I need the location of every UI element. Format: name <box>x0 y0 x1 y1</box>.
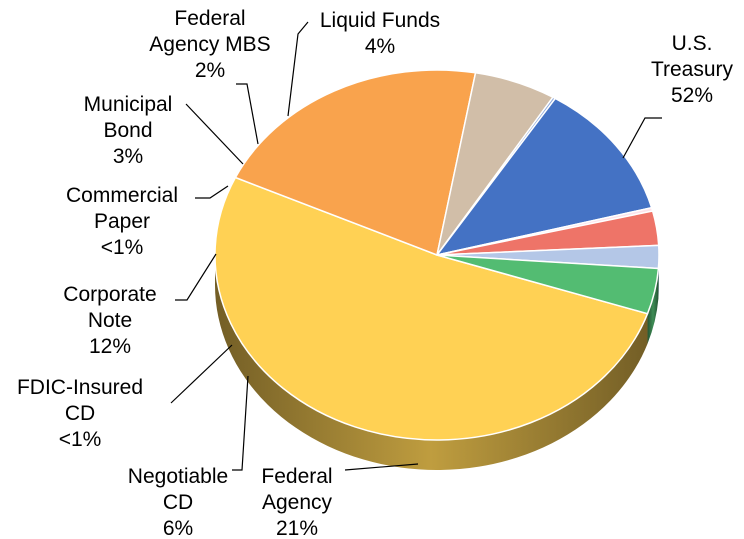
slice-value-label-5: <1% <box>101 236 144 259</box>
slice-label-0: U.S. Treasury 52% <box>651 32 734 107</box>
leader-line-4 <box>175 253 217 301</box>
slice-value-label-7: 2% <box>195 59 225 82</box>
slice-name-line-6-0: Municipal <box>84 93 173 116</box>
leader-line-3 <box>170 344 233 404</box>
pie-slice-8 <box>436 254 660 315</box>
slice-value-label-1: 21% <box>276 517 318 539</box>
slice-name-line-2-1: CD <box>163 491 193 514</box>
slice-value-label-0: 52% <box>671 84 713 107</box>
leader-line-7 <box>236 83 259 145</box>
slice-name-line-0-1: Treasury <box>651 58 734 81</box>
pie-slice-0 <box>214 176 649 441</box>
slice-label-8: Liquid Funds 4% <box>320 9 440 58</box>
slice-name-line-1-1: Agency <box>262 491 333 514</box>
slice-name-line-8-0: Liquid Funds <box>320 9 440 32</box>
leader-line-2 <box>232 375 249 471</box>
leader-line-8 <box>287 21 309 117</box>
slice-label-4: Corporate Note 12% <box>63 283 156 358</box>
leader-line-1 <box>344 463 419 471</box>
pie-side-wall-0 <box>215 255 648 471</box>
slice-value-label-3: <1% <box>59 428 102 451</box>
slice-name-line-7-1: Agency MBS <box>149 33 270 56</box>
pie-top-faces <box>214 69 660 441</box>
slice-value-label-8: 4% <box>365 35 395 58</box>
slice-name-line-4-0: Corporate <box>63 283 156 306</box>
slice-name-line-5-1: Paper <box>94 210 150 233</box>
pie-labels: U.S. Treasury 52% Federal Agency 21% Negotiabl… <box>17 7 734 539</box>
slice-value-label-2: 6% <box>163 517 193 539</box>
slice-name-line-6-1: Bond <box>103 119 152 142</box>
slice-label-2: Negotiable CD 6% <box>128 465 228 539</box>
slice-label-1: Federal Agency 21% <box>261 465 332 539</box>
slice-value-label-4: 12% <box>89 335 131 358</box>
slice-label-7: Federal Agency MBS 2% <box>149 7 270 82</box>
slice-name-line-0-0: U.S. <box>672 32 713 55</box>
pie-slice-1 <box>234 69 477 256</box>
slice-value-label-6: 3% <box>113 145 143 168</box>
slice-name-line-3-1: CD <box>65 402 95 425</box>
slice-name-line-4-1: Note <box>88 309 132 332</box>
slice-name-line-5-0: Commercial <box>66 184 178 207</box>
leader-line-0 <box>622 117 662 159</box>
pie-slice-4 <box>436 97 653 256</box>
leader-line-5 <box>195 185 229 199</box>
slice-label-3: FDIC-Insured CD <1% <box>17 376 143 451</box>
leader-line-6 <box>185 103 244 165</box>
slice-name-line-1-0: Federal <box>261 465 332 488</box>
slice-name-line-7-0: Federal <box>174 7 245 30</box>
slice-name-line-3-0: FDIC-Insured <box>17 376 143 399</box>
slice-name-line-2-0: Negotiable <box>128 465 228 488</box>
slice-label-6: Municipal Bond 3% <box>84 93 173 168</box>
slice-label-5: Commercial Paper <1% <box>66 184 178 259</box>
